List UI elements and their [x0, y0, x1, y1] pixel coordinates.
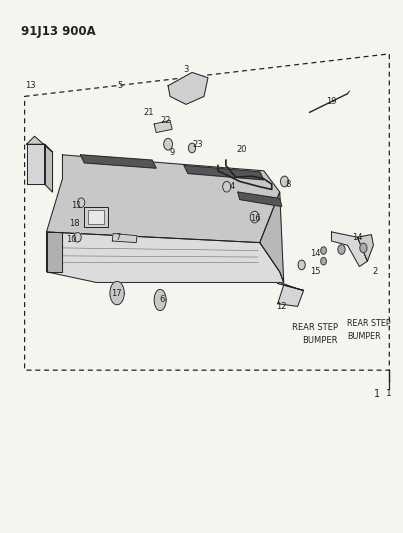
Circle shape — [250, 211, 259, 223]
Text: 6: 6 — [160, 295, 165, 304]
Circle shape — [164, 139, 172, 150]
Text: 5: 5 — [118, 81, 123, 90]
Text: 7: 7 — [116, 233, 121, 242]
Circle shape — [360, 243, 367, 253]
Circle shape — [280, 176, 289, 187]
Text: 11: 11 — [71, 201, 82, 210]
Text: 1: 1 — [386, 389, 392, 398]
Circle shape — [321, 247, 326, 254]
Circle shape — [321, 257, 326, 265]
Text: 14: 14 — [352, 233, 363, 242]
Polygon shape — [46, 155, 280, 243]
Text: 13: 13 — [25, 81, 36, 90]
Text: 20: 20 — [237, 145, 247, 154]
Text: 1: 1 — [374, 389, 380, 399]
Circle shape — [189, 143, 195, 153]
Text: 19: 19 — [326, 97, 337, 106]
Text: 12: 12 — [276, 302, 287, 311]
Polygon shape — [81, 155, 156, 168]
Polygon shape — [168, 72, 208, 104]
Circle shape — [78, 198, 85, 207]
Polygon shape — [46, 232, 62, 272]
Polygon shape — [110, 281, 124, 305]
Text: 14: 14 — [310, 249, 321, 258]
Text: 91J13 900A: 91J13 900A — [21, 25, 96, 38]
Text: BUMPER: BUMPER — [302, 336, 337, 345]
Text: 8: 8 — [285, 180, 291, 189]
Text: 2: 2 — [373, 268, 378, 276]
Text: 17: 17 — [111, 288, 122, 297]
Polygon shape — [27, 136, 52, 152]
Polygon shape — [45, 144, 52, 192]
Circle shape — [223, 181, 231, 192]
Text: 18: 18 — [69, 220, 80, 229]
Circle shape — [338, 245, 345, 254]
Polygon shape — [278, 282, 303, 290]
Text: BUMPER: BUMPER — [347, 332, 381, 341]
Polygon shape — [260, 192, 284, 282]
Polygon shape — [357, 235, 373, 261]
Text: 10: 10 — [66, 236, 77, 245]
Polygon shape — [154, 120, 172, 133]
Text: 15: 15 — [310, 268, 321, 276]
Polygon shape — [278, 285, 303, 306]
Polygon shape — [332, 232, 368, 266]
Polygon shape — [112, 233, 137, 243]
FancyBboxPatch shape — [84, 207, 108, 227]
Polygon shape — [27, 144, 45, 184]
Text: 16: 16 — [251, 214, 261, 223]
Text: 3: 3 — [183, 66, 189, 74]
Text: REAR STEP: REAR STEP — [347, 319, 391, 328]
Polygon shape — [184, 165, 264, 180]
FancyBboxPatch shape — [88, 210, 104, 224]
Circle shape — [74, 232, 81, 242]
Text: 4: 4 — [229, 182, 235, 191]
Circle shape — [298, 260, 305, 270]
Polygon shape — [46, 232, 284, 282]
Text: 23: 23 — [193, 140, 203, 149]
Text: 9: 9 — [170, 148, 175, 157]
Polygon shape — [238, 192, 282, 206]
Text: 21: 21 — [143, 108, 154, 117]
Polygon shape — [154, 289, 166, 311]
Text: REAR STEP: REAR STEP — [291, 323, 337, 332]
Text: 22: 22 — [161, 116, 171, 125]
